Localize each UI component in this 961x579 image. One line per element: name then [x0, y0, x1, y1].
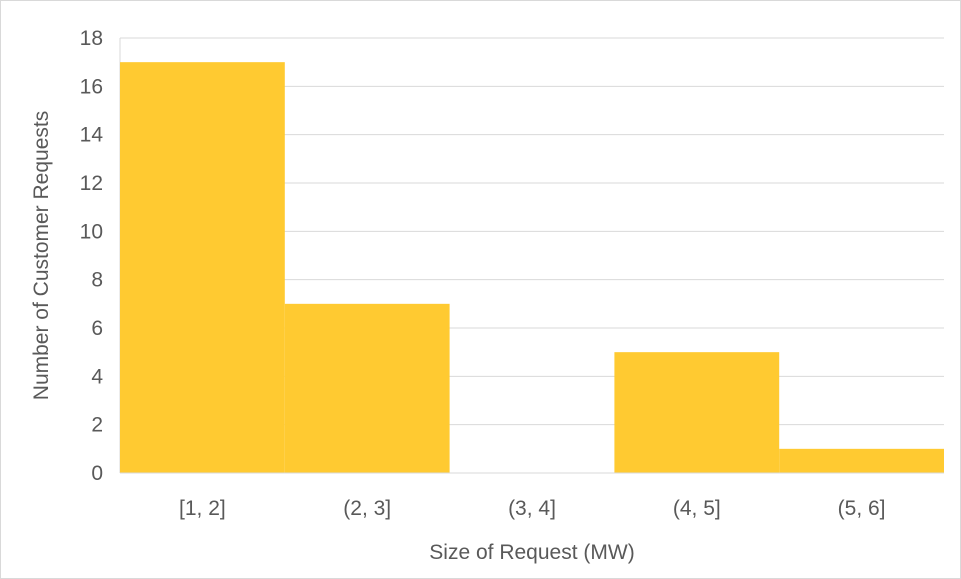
- bar: [284, 303, 450, 473]
- y-tick-label: 4: [91, 365, 103, 388]
- x-tick-label: (3, 4]: [508, 497, 556, 520]
- y-tick-label: 14: [80, 124, 104, 147]
- y-tick-label: 8: [91, 269, 103, 292]
- x-tick-label: (2, 3]: [343, 497, 391, 520]
- x-tick-label: [1, 2]: [179, 497, 226, 520]
- x-tick-label: (5, 6]: [838, 497, 886, 520]
- bar: [120, 62, 285, 474]
- y-tick-label: 10: [80, 220, 103, 243]
- y-tick-label: 0: [91, 462, 103, 485]
- y-tick-labels: 0 2 4 6 8 10 12 14 16 18: [80, 27, 104, 485]
- bar: [614, 352, 780, 473]
- y-axis-title: Number of Customer Requests: [30, 111, 53, 400]
- x-tick-label: (4, 5]: [673, 497, 721, 520]
- y-tick-label: 6: [91, 317, 103, 340]
- bar: [779, 448, 944, 473]
- bars: [120, 62, 944, 474]
- x-axis-title: Size of Request (MW): [429, 541, 634, 564]
- y-tick-label: 12: [80, 172, 103, 195]
- y-tick-label: 16: [80, 75, 103, 98]
- y-tick-label: 18: [80, 27, 103, 50]
- y-tick-label: 2: [91, 414, 103, 437]
- x-tick-labels: [1, 2] (2, 3] (3, 4] (4, 5] (5, 6]: [179, 497, 885, 520]
